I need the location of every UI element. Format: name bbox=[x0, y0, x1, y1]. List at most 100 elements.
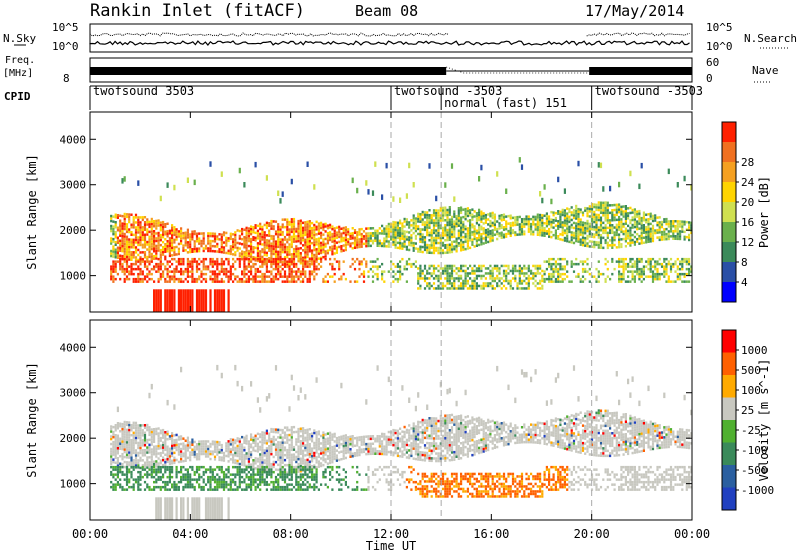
echo-cell bbox=[471, 284, 474, 288]
echo-cell bbox=[306, 235, 309, 239]
echo-cell bbox=[211, 442, 214, 446]
echo-cell bbox=[688, 236, 691, 239]
echo-cell bbox=[351, 262, 354, 266]
echo-cell bbox=[595, 280, 598, 283]
echo-cell bbox=[430, 244, 433, 247]
echo-cell bbox=[367, 239, 370, 243]
echo-cell bbox=[200, 272, 203, 276]
echo-cell bbox=[114, 468, 117, 471]
echo-cell bbox=[426, 221, 429, 224]
echo-cell bbox=[633, 262, 636, 266]
echo-cell bbox=[177, 470, 180, 474]
echo-cell bbox=[168, 260, 171, 263]
echo-cell bbox=[306, 248, 309, 251]
echo-cell bbox=[399, 229, 402, 232]
echo-cell bbox=[597, 213, 600, 217]
echo-cell bbox=[114, 277, 117, 281]
echo-cell bbox=[297, 247, 300, 250]
echo-cell bbox=[211, 249, 214, 253]
echo-cell bbox=[123, 272, 126, 276]
echo-cell bbox=[523, 222, 526, 226]
echo-cell bbox=[125, 461, 129, 464]
echo-cell bbox=[326, 272, 329, 276]
echo-cell bbox=[216, 260, 219, 263]
echo-cell bbox=[139, 456, 142, 460]
echo-cell bbox=[394, 265, 397, 268]
echo-cell bbox=[286, 265, 289, 268]
echo-cell bbox=[286, 218, 289, 221]
echo-cell bbox=[292, 220, 296, 223]
echo-cell bbox=[121, 270, 124, 273]
echo-cell bbox=[502, 218, 506, 221]
echo-cell bbox=[299, 232, 302, 235]
echo-cell bbox=[252, 231, 255, 234]
echo-cell bbox=[209, 483, 212, 486]
echo-cell bbox=[444, 224, 447, 227]
echo-cell bbox=[543, 184, 546, 190]
echo-cell bbox=[482, 222, 485, 225]
echo-cell bbox=[444, 211, 447, 214]
echo-cell bbox=[123, 235, 126, 238]
echo-cell bbox=[238, 277, 241, 281]
echo-cell bbox=[162, 240, 165, 244]
echo-cell bbox=[509, 284, 512, 288]
echo-cell bbox=[184, 444, 187, 447]
echo-cell bbox=[220, 277, 223, 281]
echo-cell bbox=[247, 227, 250, 230]
echo-cell bbox=[134, 213, 138, 217]
echo-cell bbox=[581, 260, 585, 263]
echo-cell bbox=[250, 237, 253, 241]
echo-cell bbox=[466, 242, 469, 245]
echo-cell bbox=[193, 450, 196, 454]
cpid-segment-label: normal (fast) 151 bbox=[444, 96, 567, 110]
echo-cell bbox=[211, 497, 214, 520]
echo-cell bbox=[651, 275, 655, 278]
echo-cell bbox=[171, 444, 174, 448]
echo-cell bbox=[541, 197, 544, 204]
echo-cell bbox=[403, 242, 406, 246]
echo-cell bbox=[130, 233, 133, 236]
echo-cell bbox=[274, 257, 278, 261]
echo-cell bbox=[225, 236, 228, 240]
echo-cell bbox=[534, 272, 537, 275]
echo-cell bbox=[141, 459, 144, 462]
echo-cell bbox=[656, 231, 659, 234]
echo-cell bbox=[340, 245, 343, 248]
echo-cell bbox=[292, 265, 296, 268]
echo-cell bbox=[186, 441, 189, 445]
echo-cell bbox=[279, 225, 282, 229]
echo-cell bbox=[329, 238, 332, 242]
echo-cell bbox=[141, 280, 144, 283]
echo-cell bbox=[502, 233, 506, 236]
echo-cell bbox=[358, 260, 361, 263]
echo-cell bbox=[315, 267, 318, 271]
echo-cell bbox=[222, 480, 226, 484]
echo-cell bbox=[579, 238, 582, 241]
echo-cell bbox=[484, 213, 487, 217]
echo-cell bbox=[417, 277, 420, 280]
echo-cell bbox=[667, 280, 670, 283]
echo-cell bbox=[453, 282, 456, 285]
echo-cell bbox=[132, 488, 135, 491]
echo-cell bbox=[484, 284, 487, 288]
echo-cell bbox=[362, 275, 366, 278]
station-title: Rankin Inlet (fitACF) bbox=[90, 1, 305, 21]
echo-cell bbox=[193, 277, 196, 281]
echo-cell bbox=[396, 234, 399, 237]
echo-cell bbox=[153, 485, 156, 489]
echo-cell bbox=[180, 450, 183, 453]
echo-cell bbox=[518, 277, 521, 280]
echo-cell bbox=[229, 237, 232, 241]
echo-cell bbox=[143, 277, 147, 281]
echo-cell bbox=[561, 223, 564, 227]
echo-cell bbox=[679, 232, 682, 236]
echo-cell bbox=[263, 280, 266, 283]
echo-cell bbox=[642, 224, 645, 227]
echo-cell bbox=[157, 447, 160, 450]
echo-cell bbox=[367, 270, 370, 273]
echo-cell bbox=[446, 238, 449, 242]
echo-cell bbox=[132, 459, 135, 462]
echo-cell bbox=[419, 245, 422, 248]
echo-cell bbox=[290, 228, 293, 231]
echo-cell bbox=[200, 475, 203, 479]
